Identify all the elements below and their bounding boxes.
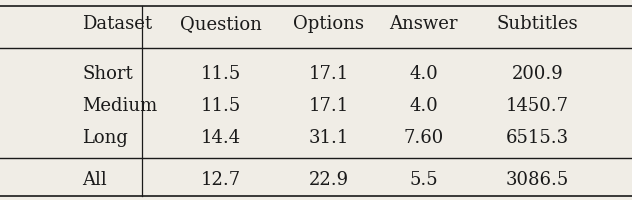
Text: 200.9: 200.9 bbox=[511, 65, 563, 83]
Text: Question: Question bbox=[180, 15, 262, 33]
Text: Answer: Answer bbox=[389, 15, 458, 33]
Text: 3086.5: 3086.5 bbox=[506, 171, 569, 189]
Text: 11.5: 11.5 bbox=[201, 97, 241, 115]
Text: 5.5: 5.5 bbox=[409, 171, 438, 189]
Text: Short: Short bbox=[82, 65, 133, 83]
Text: 22.9: 22.9 bbox=[308, 171, 349, 189]
Text: 12.7: 12.7 bbox=[201, 171, 241, 189]
Text: 4.0: 4.0 bbox=[409, 97, 438, 115]
Text: 6515.3: 6515.3 bbox=[506, 129, 569, 147]
Text: Subtitles: Subtitles bbox=[496, 15, 578, 33]
Text: 17.1: 17.1 bbox=[308, 65, 349, 83]
Text: 11.5: 11.5 bbox=[201, 65, 241, 83]
Text: 17.1: 17.1 bbox=[308, 97, 349, 115]
Text: Medium: Medium bbox=[82, 97, 157, 115]
Text: Dataset: Dataset bbox=[82, 15, 152, 33]
Text: Long: Long bbox=[82, 129, 128, 147]
Text: Options: Options bbox=[293, 15, 364, 33]
Text: 7.60: 7.60 bbox=[403, 129, 444, 147]
Text: 14.4: 14.4 bbox=[201, 129, 241, 147]
Text: 4.0: 4.0 bbox=[409, 65, 438, 83]
Text: 31.1: 31.1 bbox=[308, 129, 349, 147]
Text: All: All bbox=[82, 171, 107, 189]
Text: 1450.7: 1450.7 bbox=[506, 97, 569, 115]
